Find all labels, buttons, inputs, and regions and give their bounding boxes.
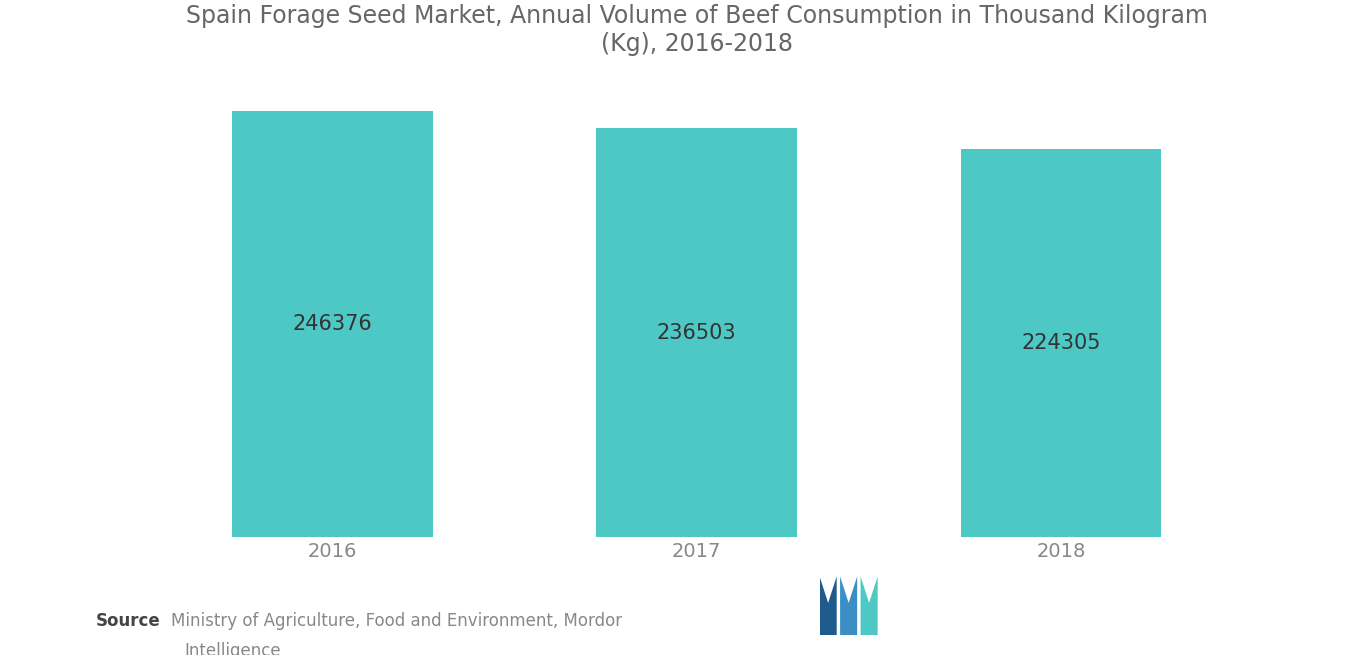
Text: 236503: 236503 [657, 322, 736, 343]
Bar [232, 111, 433, 537]
Polygon shape [840, 576, 858, 635]
Bar [597, 128, 796, 537]
Text: 246376: 246376 [292, 314, 373, 334]
Text: Source: Source [96, 612, 160, 630]
Polygon shape [861, 576, 878, 635]
Bar [960, 149, 1161, 537]
Text: Intelligence: Intelligence [184, 642, 281, 655]
Text: 224305: 224305 [1022, 333, 1101, 353]
Text: Ministry of Agriculture, Food and Environment, Mordor: Ministry of Agriculture, Food and Enviro… [171, 612, 622, 630]
Polygon shape [820, 576, 836, 635]
Title: Spain Forage Seed Market, Annual Volume of Beef Consumption in Thousand Kilogram: Spain Forage Seed Market, Annual Volume … [186, 4, 1208, 56]
